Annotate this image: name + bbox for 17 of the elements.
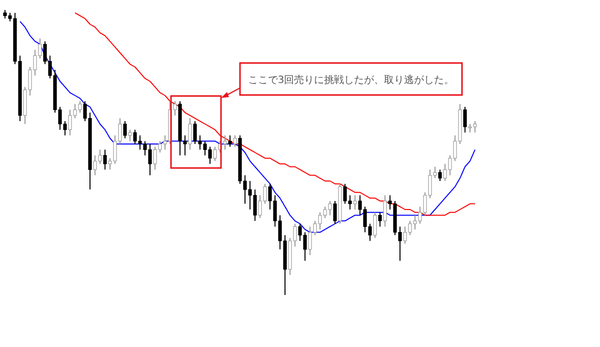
candlestick <box>128 129 132 142</box>
candlestick <box>333 200 337 224</box>
candlestick <box>223 134 227 150</box>
annotation: ここで3回売りに挑戦したが、取り逃がした。 <box>248 74 454 86</box>
candlestick <box>173 100 177 116</box>
candlestick <box>233 134 237 148</box>
candlestick <box>213 146 217 162</box>
candlestick <box>373 212 377 238</box>
candlestick <box>228 134 232 148</box>
candlestick <box>123 120 127 139</box>
candlestick <box>103 149 107 170</box>
candlestick <box>383 194 387 228</box>
candlestick <box>463 106 467 134</box>
candlestick <box>378 212 382 228</box>
candlestick <box>438 169 442 182</box>
candlestick <box>188 118 192 150</box>
candlestick <box>353 194 357 210</box>
